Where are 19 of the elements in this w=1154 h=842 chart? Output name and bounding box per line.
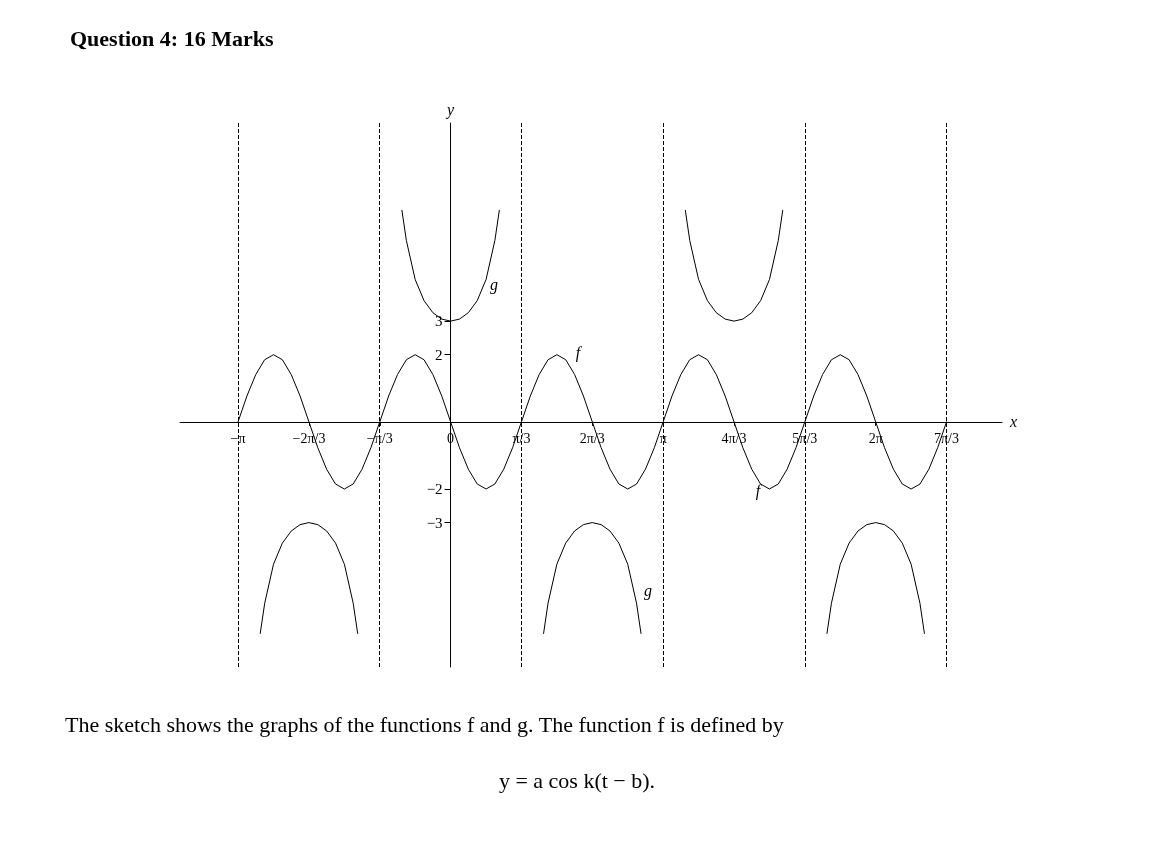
chart-title: Question 4: 16 Marks	[70, 25, 274, 51]
text: The sketch shows the graphs of the functions f and g. The function f is defined by	[65, 711, 784, 737]
x-tick-label: −2π/3	[292, 431, 326, 447]
x-tick-label: 4π/3	[721, 431, 747, 447]
y-tick-label: 3	[435, 313, 443, 330]
x-tick-label: π	[659, 431, 667, 447]
y-tick-label: −2	[426, 481, 443, 498]
annotation: g	[644, 581, 652, 600]
x-tick-label: 2π	[868, 431, 883, 447]
annotation: g	[490, 275, 498, 294]
annotation: f	[575, 343, 583, 362]
y-tick-label: −3	[426, 514, 443, 531]
x-tick-label: 2π/3	[579, 431, 605, 447]
text: y = a cos k(t − b).	[498, 767, 656, 793]
y-tick-label: 2	[435, 346, 443, 363]
x-tick-label: −π	[230, 431, 246, 447]
y-axis-title: y	[445, 100, 456, 119]
x-axis-title: x	[1009, 413, 1018, 431]
annotation: f	[755, 481, 763, 500]
